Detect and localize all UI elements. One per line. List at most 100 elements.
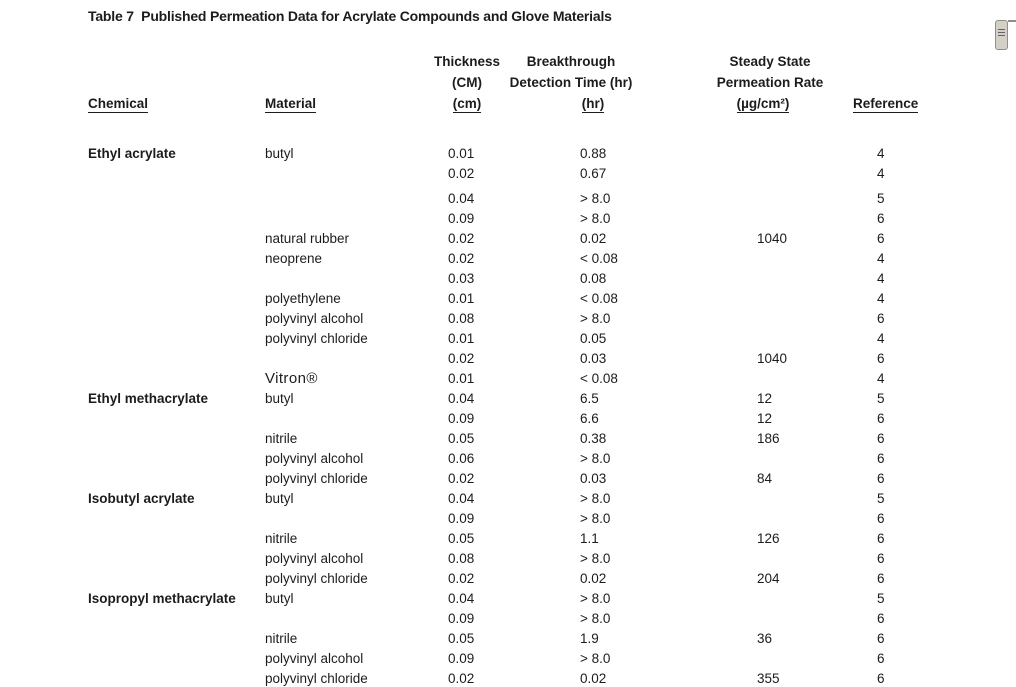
cell-steady-state: 84 <box>757 471 773 486</box>
table-row: 0.02 0.03 1040 6 <box>0 349 1016 369</box>
cell-chemical <box>88 249 265 269</box>
cell-steady-state <box>757 144 877 164</box>
cell-thickness: 0.02 <box>448 671 475 686</box>
column-header-steady-state: Steady State Permeation Rate (µg/cm²) <box>690 51 850 114</box>
cell-steady-state <box>757 269 877 289</box>
cell-steady-state <box>757 164 877 184</box>
table-row: polyvinyl alcohol 0.09 > 8.0 6 <box>0 649 1016 669</box>
cell-thickness: 0.02 <box>448 166 475 181</box>
cell-thickness: 0.02 <box>448 351 475 366</box>
cell-chemical <box>88 529 265 549</box>
cell-steady-state <box>757 329 877 349</box>
cell-thickness: 0.02 <box>448 251 475 266</box>
cell-steady-state: 355 <box>757 671 780 686</box>
cell-reference: 6 <box>877 651 885 666</box>
cell-breakthrough: 0.67 <box>580 166 607 181</box>
table-row: Isobutyl acrylate butyl 0.04 > 8.0 5 <box>0 489 1016 509</box>
cell-thickness: 0.02 <box>448 571 475 586</box>
cell-thickness: 0.09 <box>448 651 475 666</box>
cell-breakthrough: 0.02 <box>580 571 607 586</box>
cell-breakthrough: > 8.0 <box>580 311 611 326</box>
cell-breakthrough: 0.88 <box>580 146 607 161</box>
table-row: Isopropyl methacrylate butyl 0.04 > 8.0 … <box>0 589 1016 609</box>
cell-thickness: 0.01 <box>448 291 475 306</box>
cell-material: polyvinyl chloride <box>265 671 368 686</box>
cell-thickness: 0.05 <box>448 431 475 446</box>
header-thickness-line1: Thickness <box>433 54 501 69</box>
table-row: polyvinyl alcohol 0.06 > 8.0 6 <box>0 449 1016 469</box>
cell-thickness: 0.01 <box>448 331 475 346</box>
column-header-chemical: Chemical <box>88 96 149 113</box>
cell-material <box>265 189 448 209</box>
cell-thickness: 0.04 <box>448 391 475 406</box>
cell-reference: 6 <box>877 551 885 566</box>
cell-thickness: 0.02 <box>448 471 475 486</box>
table-row: natural rubber 0.02 0.02 1040 6 <box>0 229 1016 249</box>
cell-breakthrough: > 8.0 <box>580 591 611 606</box>
cell-steady-state: 1040 <box>757 351 788 366</box>
cell-thickness: 0.04 <box>448 191 475 206</box>
cell-thickness: 0.04 <box>448 491 475 506</box>
cell-material: polyvinyl alcohol <box>265 451 364 466</box>
cell-steady-state <box>757 189 877 209</box>
table-row: Ethyl methacrylate butyl 0.04 6.5 12 5 <box>0 389 1016 409</box>
cell-material: nitrile <box>265 631 298 646</box>
table-body: Ethyl acrylate butyl 0.01 0.88 4 0.02 0.… <box>0 144 1016 687</box>
cell-steady-state <box>757 549 877 569</box>
cell-steady-state: 186 <box>757 431 780 446</box>
cell-breakthrough: 0.03 <box>580 471 607 486</box>
cell-thickness: 0.08 <box>448 311 475 326</box>
cell-material: nitrile <box>265 531 298 546</box>
cell-steady-state <box>757 289 877 309</box>
cell-chemical <box>88 409 265 429</box>
cell-steady-state: 12 <box>757 411 773 426</box>
scrollbar-track-line <box>1008 20 1016 22</box>
table-row: nitrile 0.05 1.1 126 6 <box>0 529 1016 549</box>
cell-chemical <box>88 349 265 369</box>
cell-chemical: Isobutyl acrylate <box>88 491 195 506</box>
cell-thickness: 0.09 <box>448 211 475 226</box>
table-row: 0.09 > 8.0 6 <box>0 509 1016 529</box>
column-header-thickness: Thickness (CM) (cm) <box>407 51 527 114</box>
cell-reference: 4 <box>877 271 885 286</box>
cell-material: polyvinyl alcohol <box>265 651 364 666</box>
cell-breakthrough: > 8.0 <box>580 191 611 206</box>
cell-chemical <box>88 549 265 569</box>
cell-chemical: Ethyl acrylate <box>88 146 176 161</box>
cell-reference: 5 <box>877 391 885 406</box>
cell-steady-state: 1040 <box>757 231 788 246</box>
cell-breakthrough: > 8.0 <box>580 451 611 466</box>
cell-steady-state <box>757 589 877 609</box>
cell-breakthrough: 0.08 <box>580 271 607 286</box>
cell-chemical: Isopropyl methacrylate <box>88 591 236 606</box>
table-row: polyvinyl alcohol 0.08 > 8.0 6 <box>0 549 1016 569</box>
header-steady-line2: Permeation Rate <box>716 75 824 90</box>
cell-breakthrough: < 0.08 <box>580 251 618 266</box>
cell-breakthrough: > 8.0 <box>580 551 611 566</box>
cell-reference: 6 <box>877 231 885 246</box>
table-row: polyvinyl chloride 0.01 0.05 4 <box>0 329 1016 349</box>
cell-material: butyl <box>265 491 294 506</box>
cell-chemical <box>88 369 265 389</box>
cell-thickness: 0.06 <box>448 451 475 466</box>
cell-material: butyl <box>265 146 294 161</box>
cell-material <box>265 409 448 429</box>
cell-reference: 5 <box>877 191 885 206</box>
cell-chemical <box>88 229 265 249</box>
cell-chemical <box>88 209 265 229</box>
header-steady-line1: Steady State <box>729 54 811 69</box>
cell-chemical <box>88 649 265 669</box>
cell-breakthrough: 0.02 <box>580 231 607 246</box>
cell-material: nitrile <box>265 431 298 446</box>
scrollbar-thumb[interactable] <box>995 20 1008 50</box>
column-header-breakthrough: Breakthrough Detection Time (hr) (hr) <box>491 51 651 114</box>
cell-steady-state: 12 <box>757 391 773 406</box>
cell-breakthrough: < 0.08 <box>580 371 618 386</box>
cell-breakthrough: > 8.0 <box>580 211 611 226</box>
cell-chemical <box>88 609 265 629</box>
cell-chemical: Ethyl methacrylate <box>88 391 209 406</box>
cell-steady-state <box>757 249 877 269</box>
cell-reference: 6 <box>877 311 885 326</box>
table-row: 0.09 6.6 12 6 <box>0 409 1016 429</box>
cell-reference: 4 <box>877 251 885 266</box>
